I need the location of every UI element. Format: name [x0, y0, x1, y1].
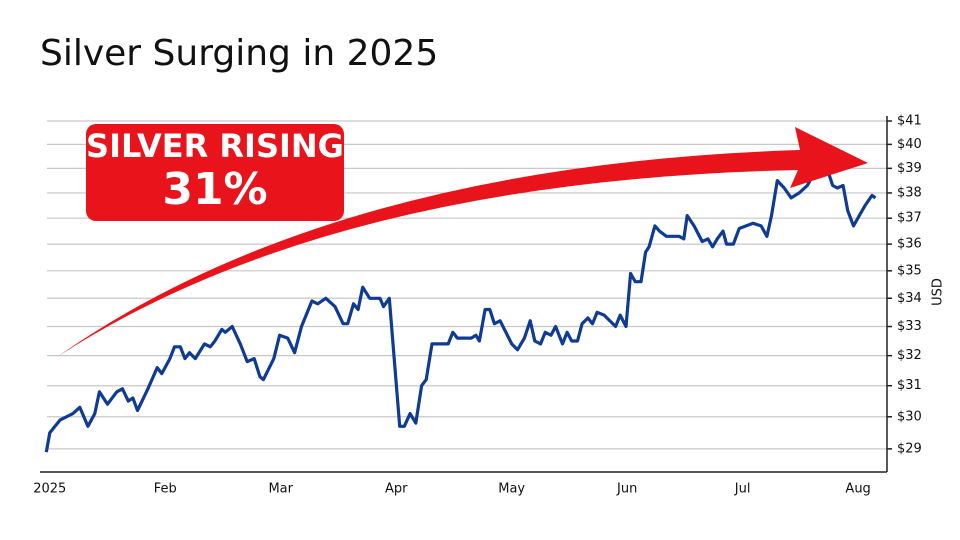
- y-tick-label: $40: [897, 137, 922, 152]
- x-tick-label: Mar: [268, 482, 293, 497]
- price-line: [44, 159, 877, 453]
- x-tick-label: 2025: [33, 482, 66, 497]
- y-tick-label: $30: [897, 409, 922, 424]
- annotation-text: SILVER RISING: [86, 127, 344, 165]
- x-tick-label: Apr: [385, 482, 408, 497]
- x-tick-label: Jul: [734, 482, 751, 497]
- y-tick-label: $32: [897, 348, 922, 363]
- y-tick-label: $37: [897, 211, 922, 226]
- y-tick-label: $39: [897, 161, 922, 176]
- y-tick-label: $29: [897, 441, 922, 456]
- x-tick-label: Aug: [845, 482, 870, 497]
- y-tick-label: $35: [897, 263, 922, 278]
- y-tick-label: $41: [897, 114, 922, 129]
- x-tick-label: May: [498, 482, 525, 497]
- y-tick-label: $31: [897, 378, 922, 393]
- annotation-box: [86, 124, 344, 221]
- annotation-value: 31%: [162, 164, 267, 215]
- x-tick-label: Jun: [616, 482, 637, 497]
- y-tick-label: $33: [897, 319, 922, 334]
- y-tick-label: $36: [897, 237, 922, 252]
- x-tick-label: Feb: [154, 482, 177, 497]
- plot: [44, 159, 877, 453]
- y-tick-label: $38: [897, 185, 922, 200]
- y-axis-label: USD: [931, 278, 946, 306]
- y-tick-label: $34: [897, 291, 922, 306]
- chart-title: Silver Surging in 2025: [40, 33, 438, 74]
